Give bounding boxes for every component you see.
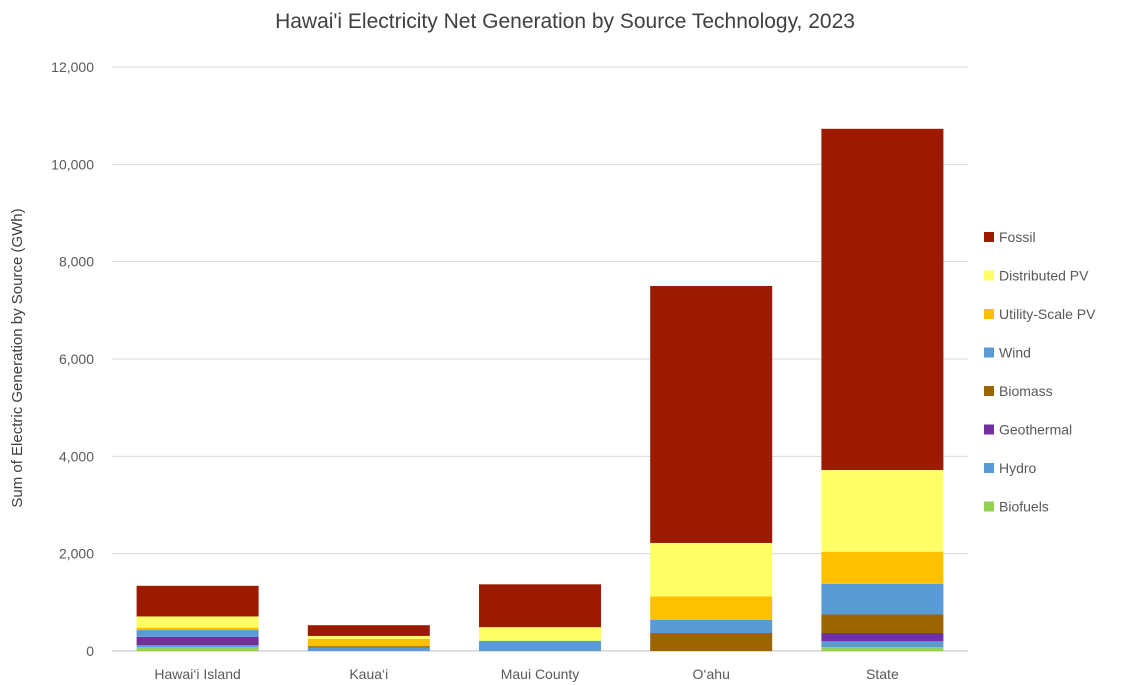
legend-swatch	[984, 347, 994, 358]
bar-segment-hydro	[307, 647, 430, 651]
bar-segment-hydro	[136, 645, 259, 648]
bar-segment-distributed-pv	[479, 627, 601, 641]
y-tick-label: 8,000	[59, 254, 94, 270]
bar-segment-biofuels	[136, 647, 259, 651]
bar-segment-biomass	[650, 632, 773, 651]
legend-label: Wind	[999, 345, 1031, 361]
bar-segment-wind	[650, 619, 773, 633]
bar-segment-wind	[136, 630, 259, 637]
y-tick-label: 0	[86, 643, 94, 659]
legend-swatch	[984, 270, 994, 281]
bar-segment-biomass	[307, 646, 430, 648]
bar-segment-biomass	[821, 614, 944, 633]
y-tick-label: 4,000	[59, 448, 94, 464]
legend-swatch	[984, 501, 994, 512]
y-tick-label: 12,000	[51, 59, 94, 75]
bar-segment-distributed-pv	[821, 469, 944, 552]
legend-label: Utility-Scale PV	[999, 306, 1096, 322]
bar-segment-wind	[821, 583, 944, 615]
legend-swatch	[984, 309, 994, 319]
bar-segment-hydro	[821, 641, 944, 648]
legend-swatch	[984, 463, 994, 473]
legend-label: Hydro	[999, 460, 1037, 476]
bar-segment-biofuels	[821, 647, 944, 651]
x-tick-label: O‘ahu	[693, 666, 730, 682]
bar-segment-distributed-pv	[136, 616, 259, 628]
bar-segment-fossil	[650, 286, 773, 543]
x-tick-label: Kaua‘i	[349, 666, 388, 682]
bar-segment-fossil	[136, 585, 259, 617]
y-tick-labels: 0 2,000 4,000 6,000 8,000 10,000 12,000	[51, 59, 94, 659]
gridlines	[112, 66, 968, 652]
bar-segment-distributed-pv	[650, 542, 773, 597]
bar-segment-utility-scale-pv	[821, 551, 944, 584]
legend-label: Biomass	[999, 383, 1053, 399]
legend-label: Geothermal	[999, 422, 1072, 438]
x-tick-label: Hawai‘i Island	[154, 666, 240, 682]
legend-label: Distributed PV	[999, 268, 1089, 284]
bar-segment-geothermal	[136, 636, 259, 646]
bar-segment-fossil	[479, 584, 601, 628]
bar-segment-wind	[479, 640, 601, 651]
x-tick-label: State	[866, 666, 899, 682]
y-tick-label: 6,000	[59, 351, 94, 367]
legend-swatch	[984, 232, 994, 242]
bar-segment-utility-scale-pv	[650, 596, 773, 620]
legend-label: Fossil	[999, 229, 1036, 245]
legend-label: Biofuels	[999, 499, 1049, 515]
bar-segment-fossil	[821, 128, 944, 470]
y-tick-label: 2,000	[59, 546, 94, 562]
bar-segment-utility-scale-pv	[136, 627, 259, 631]
y-tick-label: 10,000	[51, 156, 94, 172]
bars	[136, 128, 944, 651]
x-tick-label: Maui County	[501, 666, 580, 682]
legend: Fossil Distributed PV Utility-Scale PV Wind…	[984, 229, 1096, 515]
y-axis-label: Sum of Electric Generation by Source (GW…	[9, 208, 26, 507]
chart-title: Hawai'i Electricity Net Generation by So…	[275, 10, 855, 33]
bar-segment-utility-scale-pv	[307, 638, 430, 647]
bar-segment-fossil	[307, 625, 430, 636]
bar-segment-geothermal	[821, 632, 944, 642]
legend-swatch	[984, 386, 994, 396]
legend-swatch	[984, 424, 994, 435]
x-tick-labels: Hawai‘i Island Kaua‘i Maui County O‘ahu Stat…	[154, 666, 899, 682]
bar-segment-distributed-pv	[307, 635, 430, 639]
